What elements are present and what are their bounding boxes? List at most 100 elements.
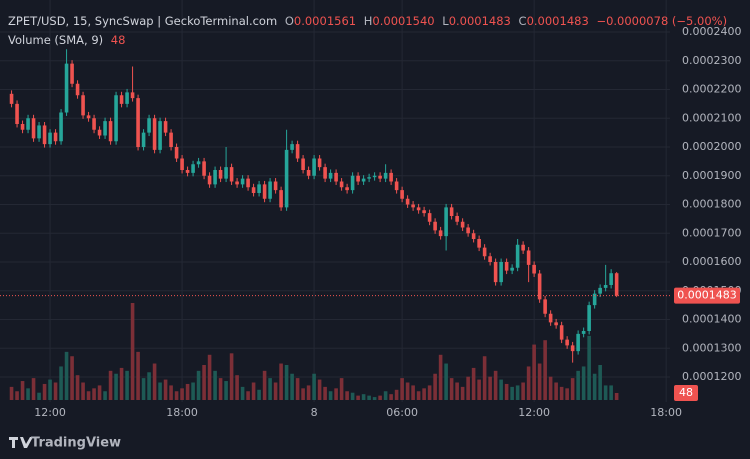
h-value: 0.0001540 (372, 14, 434, 28)
candle-body (444, 207, 448, 237)
candle-body (488, 256, 492, 262)
candle-body (20, 124, 25, 130)
candle-body (449, 207, 454, 216)
candle-body (339, 181, 344, 188)
candle-body (554, 322, 558, 326)
brand-logo: TradingView (9, 436, 121, 451)
volume-bar (191, 382, 195, 400)
volume-bar (97, 385, 102, 400)
volume-bar (345, 391, 349, 400)
candle-body (515, 244, 520, 268)
volume-bar (48, 379, 52, 400)
volume-bar (108, 370, 113, 400)
candle-body (53, 132, 58, 142)
volume-bar (405, 382, 410, 400)
volume-bar (202, 364, 206, 400)
candle-body (130, 92, 135, 99)
volume-bar (20, 381, 25, 400)
l-label: L (442, 14, 449, 28)
volume-bar (53, 382, 58, 400)
candle-body (422, 210, 426, 214)
volume-bar (26, 388, 30, 400)
candle-body (147, 118, 151, 133)
candle-body (37, 125, 41, 139)
candle-body (460, 221, 465, 228)
volume-bar (235, 375, 239, 400)
candle-body (180, 158, 184, 170)
y-tick-label: 0.0002300 (682, 54, 742, 67)
candle-body (295, 144, 300, 159)
volume-bar (196, 370, 201, 400)
brand-name: TradingView (31, 436, 121, 451)
volume-bar (504, 383, 509, 400)
volume-bar (339, 378, 344, 400)
candle-body (26, 118, 30, 130)
candle-body (108, 121, 113, 142)
x-tick-label: 12:00 (34, 406, 66, 419)
volume-bar (361, 394, 366, 400)
volume-bar (9, 386, 14, 400)
y-tick-label: 0.0002400 (682, 25, 742, 38)
volume-bar (449, 378, 454, 400)
volume-bar (86, 391, 91, 400)
candle-body (543, 299, 547, 314)
volume-bar (323, 386, 327, 400)
candle-body (213, 170, 217, 185)
y-tick-label: 0.0002200 (682, 83, 742, 96)
y-tick-label: 0.0001700 (682, 226, 742, 239)
candle-body (301, 158, 305, 170)
volume-bar (169, 385, 173, 400)
candle-body (570, 345, 575, 352)
last-price-badge (674, 287, 740, 304)
volume-bar (609, 385, 613, 400)
volume-bar (218, 378, 223, 400)
volume-bar (114, 373, 118, 400)
candle-body (257, 184, 261, 193)
volume-bar (548, 376, 553, 400)
volume-bar (565, 388, 569, 400)
candle-body (81, 95, 85, 116)
volume-bar (416, 391, 421, 400)
candle-body (97, 129, 102, 136)
candle-body (136, 98, 140, 147)
candle-body (284, 149, 289, 208)
candle-body (356, 175, 360, 182)
symbol-title: ZPET/USD, 15, SyncSwap | GeckoTerminal.c… (8, 14, 277, 28)
y-tick-label: 0.0001800 (682, 198, 742, 211)
candle-body (240, 178, 245, 185)
volume-bar (383, 391, 388, 400)
volume-bar (444, 363, 448, 400)
y-tick-label: 0.0001400 (682, 313, 742, 326)
candle-body (125, 92, 129, 104)
candle-body (416, 207, 421, 211)
candle-body (114, 95, 118, 142)
y-tick-label: 0.0002100 (682, 111, 742, 124)
x-tick-label: 12:00 (518, 406, 550, 419)
volume-bar (163, 379, 168, 400)
candle-body (75, 83, 80, 96)
candle-body (202, 161, 206, 176)
candle-body (92, 118, 96, 130)
candle-body (229, 167, 234, 182)
volume-bar (400, 378, 404, 400)
volume-bar (372, 397, 377, 400)
candle-body (477, 239, 481, 248)
candle-body (218, 170, 223, 179)
volume-bar (290, 373, 294, 400)
volume-bar (185, 383, 190, 400)
candle-body (251, 187, 256, 193)
candle-body (152, 118, 157, 150)
volume-bar (614, 392, 619, 400)
volume-bar (466, 376, 470, 400)
candle-body (350, 175, 355, 191)
volume-bar (356, 395, 360, 400)
o-value: 0.0001561 (294, 14, 356, 28)
volume-bar (603, 385, 608, 400)
volume-bar (64, 351, 69, 400)
volume-bar (460, 386, 465, 400)
candle-body (411, 204, 415, 208)
candle-body (405, 198, 410, 205)
volume-bar (499, 379, 503, 400)
candle-body (273, 181, 278, 191)
volume-bar (103, 391, 107, 400)
